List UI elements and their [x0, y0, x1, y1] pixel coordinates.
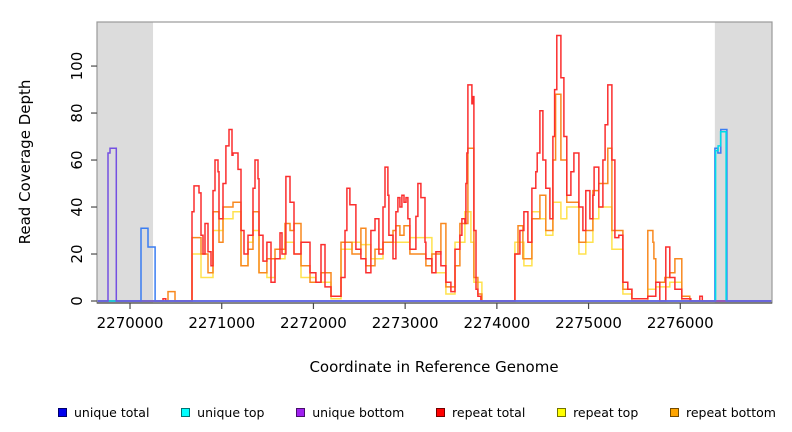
y-tick-label: 80	[68, 104, 86, 123]
legend-item-repeat-top: repeat top	[557, 405, 638, 420]
legend-item-repeat-bottom: repeat bottom	[670, 405, 776, 420]
legend-label: unique total	[74, 404, 150, 420]
series-lines	[97, 34, 772, 302]
y-tick-label: 0	[68, 296, 86, 306]
y-tick-label: 40	[68, 197, 86, 216]
y-axis-title: Read Coverage Depth	[16, 80, 34, 245]
shaded-region	[97, 22, 154, 303]
legend-label: repeat top	[573, 404, 639, 420]
shaded-region	[714, 22, 772, 303]
x-axis-title: Coordinate in Reference Genome	[309, 358, 558, 376]
legend-item-unique-bottom: unique bottom	[296, 405, 404, 420]
series-unique-bottom	[97, 147, 772, 302]
x-tick-label: 2276000	[647, 314, 714, 332]
series-repeat-top	[97, 201, 772, 302]
legend-label: repeat bottom	[686, 404, 776, 420]
legend: unique total unique top unique bottom repea…	[0, 392, 792, 432]
legend-item-unique-total: unique total	[58, 405, 149, 420]
legend-label: unique bottom	[312, 404, 405, 420]
series-repeat-bottom	[97, 93, 772, 302]
shaded-regions	[97, 22, 772, 303]
y-tick-label: 20	[68, 244, 86, 263]
legend-swatch	[296, 407, 306, 417]
x-tick-label: 2270000	[97, 314, 164, 332]
legend-swatch	[436, 407, 446, 417]
series-unique-top	[97, 131, 772, 302]
plot-box	[96, 21, 773, 304]
x-tick-label: 2275000	[555, 314, 622, 332]
legend-swatch	[557, 407, 567, 417]
legend-swatch	[181, 407, 191, 417]
legend-item-unique-top: unique top	[181, 405, 264, 420]
y-tick-label: 100	[68, 52, 86, 81]
x-tick-label: 2271000	[188, 314, 255, 332]
coverage-chart: 2270000 2271000 2272000 2273000 2274000 22750…	[16, 21, 773, 376]
legend-item-repeat-total: repeat total	[436, 405, 525, 420]
x-tick-label: 2274000	[463, 314, 530, 332]
series-repeat-total	[97, 34, 772, 302]
x-tick-label: 2273000	[372, 314, 439, 332]
legend-swatch	[670, 407, 679, 417]
axes: 2270000 2271000 2272000 2273000 2274000 22750…	[68, 52, 772, 332]
series-unique-total	[97, 128, 772, 302]
x-tick-label: 2272000	[280, 314, 347, 332]
legend-label: repeat total	[452, 404, 526, 420]
legend-swatch	[58, 407, 67, 417]
y-tick-label: 60	[68, 150, 86, 169]
legend-label: unique top	[197, 404, 265, 420]
